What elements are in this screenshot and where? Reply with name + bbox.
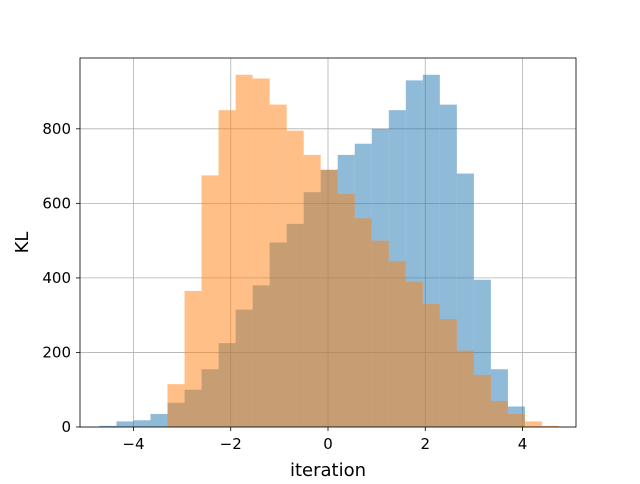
y-tick-label: 0 (61, 418, 71, 436)
y-tick-label: 200 (42, 343, 71, 361)
histogram-bar (116, 421, 134, 427)
x-tick-label: −2 (220, 435, 242, 453)
histogram-bar (439, 318, 457, 427)
x-tick-label: −4 (122, 435, 144, 453)
histogram-bar (167, 384, 185, 427)
histogram-bar (184, 290, 202, 427)
histogram-bar (507, 413, 525, 427)
y-tick-label: 400 (42, 269, 71, 287)
histogram-bar (354, 218, 372, 427)
y-axis-ticks: 0 200 400 600 800 (42, 120, 80, 436)
histogram-bar (286, 130, 304, 427)
histogram-bar (133, 420, 151, 427)
y-axis-label: KL (12, 232, 33, 254)
histogram-bar (524, 421, 542, 427)
histogram-bar (371, 240, 389, 427)
histogram-bar (252, 78, 270, 427)
histogram-bars (99, 74, 559, 427)
histogram-bar (201, 175, 219, 427)
histogram-bar (456, 350, 474, 427)
histogram-bar (303, 154, 321, 427)
histogram-bar (337, 194, 355, 427)
x-tick-label: 2 (420, 435, 430, 453)
histogram-bar (422, 304, 440, 427)
histogram-bar (388, 261, 406, 427)
histogram-bar (269, 104, 287, 427)
histogram-bar (99, 425, 117, 427)
histogram-bar (218, 110, 236, 427)
histogram-bar (473, 374, 491, 427)
y-tick-label: 600 (42, 194, 71, 212)
histogram-bar (150, 413, 168, 427)
x-axis-ticks: −4 −2 0 2 4 (122, 427, 527, 453)
x-tick-label: 0 (323, 435, 333, 453)
y-tick-label: 800 (42, 120, 71, 138)
histogram-bar (405, 281, 423, 427)
histogram-bar (320, 169, 338, 427)
x-tick-label: 4 (518, 435, 528, 453)
histogram-bar (541, 425, 559, 427)
histogram-series-2 (167, 74, 559, 427)
x-axis-label: iteration (290, 460, 366, 480)
histogram-bar (490, 400, 508, 427)
histogram-bar (235, 74, 253, 427)
